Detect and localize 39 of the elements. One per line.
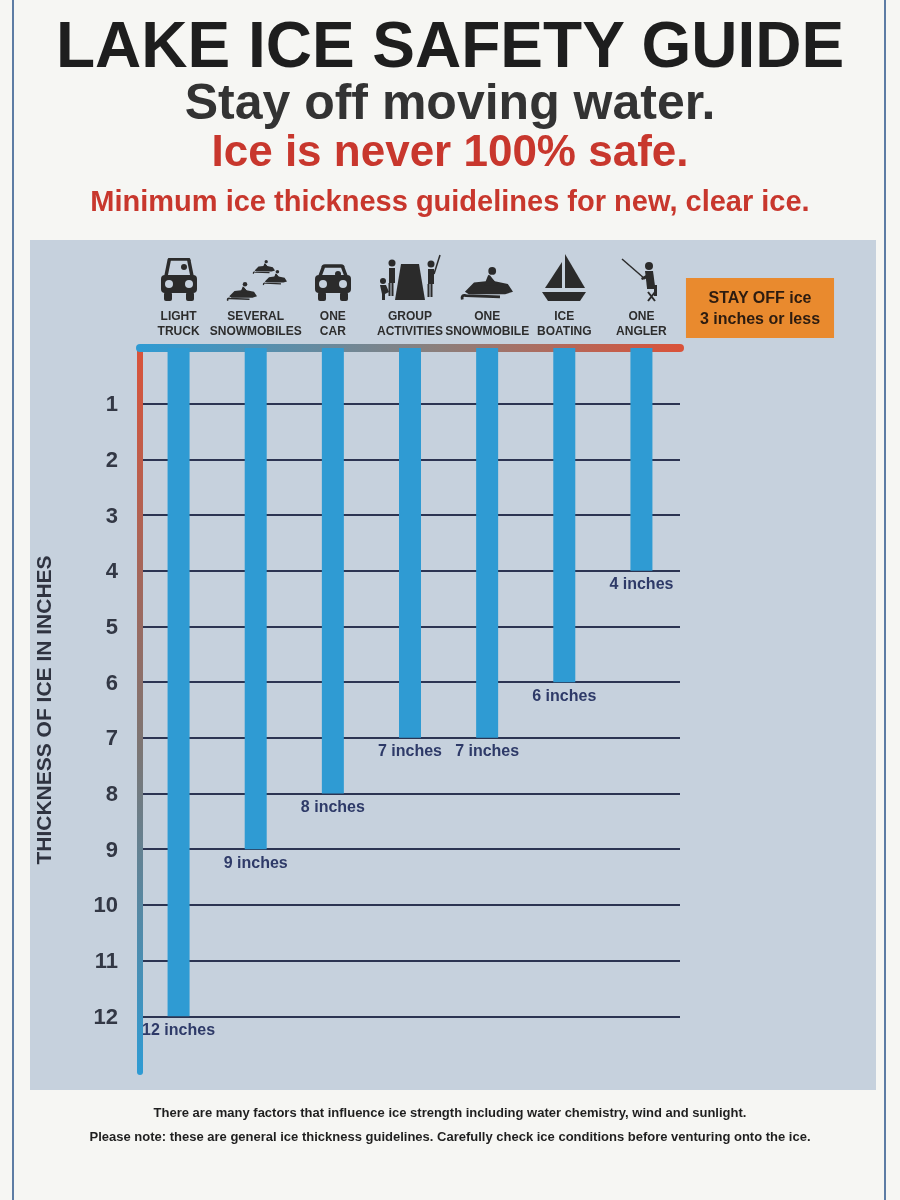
bar <box>399 348 421 738</box>
y-tick-label: 9 <box>105 836 118 862</box>
data-label: 7 inches <box>455 742 520 760</box>
y-tick-label: 12 <box>93 1003 118 1029</box>
y-tick-label: 4 <box>105 558 119 584</box>
x-tick-label: SEVERAL SNOWMOBILES <box>209 308 302 338</box>
x-tick-label: ONE SNOWMOBILE <box>445 308 530 338</box>
data-label: 8 inches <box>300 798 365 816</box>
x-tick-label: LIGHT TRUCK <box>157 308 200 338</box>
x-tick-label: ONE CAR <box>319 308 347 338</box>
bar <box>476 348 499 738</box>
y-tick-label: 3 <box>105 502 118 528</box>
data-label: 6 inches <box>532 686 597 704</box>
text: Minimum ice thickness guidelines for new, clear ice. <box>90 184 810 217</box>
text: 3 inches or less <box>699 310 821 327</box>
data-label: 4 inches <box>609 575 674 593</box>
text: There are many factors that influence ice strength including water chemistry, wind and sunlight. <box>153 1105 747 1120</box>
y-tick-label: 11 <box>94 948 118 974</box>
bar <box>244 348 267 850</box>
x-tick-label: GROUP ACTIVITIES <box>376 308 444 338</box>
y-tick-label: 2 <box>105 446 118 472</box>
data-label: 7 inches <box>377 742 443 760</box>
bar <box>553 348 576 683</box>
y-axis-title: THICKNESS OF ICE IN INCHES <box>32 555 55 865</box>
text: Please note: these are general ice thickness guidelines. Carefully check ice conditions before venturing onto the ice. <box>89 1129 811 1144</box>
y-tick-label: 1 <box>105 391 118 417</box>
bar <box>630 348 653 571</box>
bar <box>167 348 190 1017</box>
x-tick-label: ONE ANGLER <box>616 308 668 338</box>
data-label: 12 inches <box>142 1020 216 1038</box>
data-label: 9 inches <box>223 853 288 871</box>
y-tick-label: 7 <box>105 725 118 751</box>
x-tick-label: ICE BOATING <box>537 308 592 338</box>
y-tick-label: 5 <box>105 613 118 639</box>
y-tick-label: 10 <box>93 892 118 918</box>
y-tick-label: 6 <box>105 669 118 695</box>
y-tick-label: 8 <box>105 781 118 807</box>
text: STAY OFF ice <box>708 289 812 306</box>
bar <box>321 348 344 794</box>
